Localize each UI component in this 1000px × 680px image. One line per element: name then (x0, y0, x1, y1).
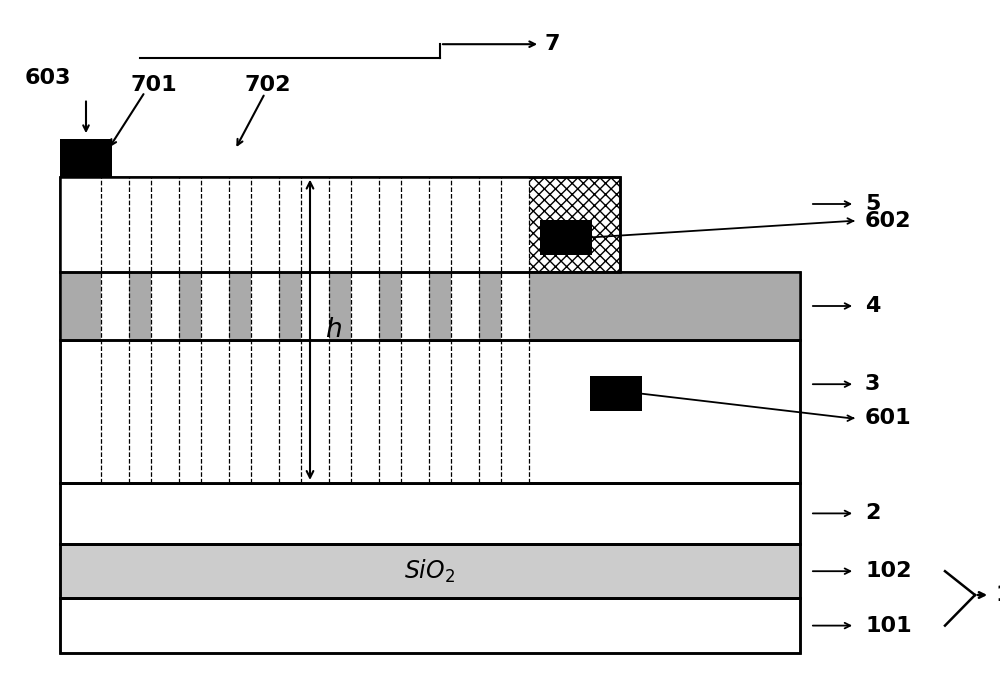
Bar (529, 272, 800, 340)
Bar (501, 177, 529, 483)
Bar (229, 272, 251, 340)
Bar (351, 177, 379, 483)
Bar (60, 340, 800, 483)
Text: 5: 5 (865, 194, 880, 214)
Bar (379, 272, 401, 340)
Text: $h$: $h$ (325, 317, 342, 343)
Bar (60, 272, 101, 340)
Bar (201, 177, 229, 483)
Bar (60, 340, 800, 483)
Bar (251, 177, 279, 483)
Bar (101, 177, 129, 483)
Bar (479, 272, 501, 340)
Text: 602: 602 (865, 211, 912, 231)
Bar (429, 272, 451, 340)
Text: 7: 7 (545, 34, 560, 54)
Bar (60, 272, 800, 340)
Bar (540, 220, 592, 255)
Bar (590, 376, 642, 411)
Bar (60, 177, 620, 272)
Bar (329, 272, 351, 340)
Bar (379, 177, 401, 272)
Text: 601: 601 (865, 408, 912, 428)
Bar (129, 272, 151, 340)
Bar (401, 177, 429, 483)
Text: 3: 3 (865, 374, 880, 394)
Bar (279, 177, 301, 272)
Text: 102: 102 (865, 561, 912, 581)
Bar (151, 177, 179, 483)
Text: 701: 701 (130, 75, 177, 95)
Bar (60, 598, 800, 653)
Text: 603: 603 (25, 69, 72, 88)
Bar (60, 544, 800, 598)
Bar (279, 272, 301, 340)
Bar (60, 177, 620, 272)
Bar (60, 272, 800, 340)
Bar (329, 177, 351, 272)
Bar (429, 177, 451, 272)
Bar (179, 177, 201, 272)
Bar (60, 139, 112, 177)
Bar (179, 272, 201, 340)
Bar (60, 483, 800, 544)
Bar (129, 177, 151, 272)
Bar (301, 177, 329, 483)
Bar (60, 544, 800, 598)
Text: 101: 101 (865, 615, 912, 636)
Text: 702: 702 (245, 75, 292, 95)
Text: 2: 2 (865, 503, 880, 524)
Bar (60, 598, 800, 653)
Bar (229, 177, 251, 272)
Bar (60, 483, 800, 544)
Bar (60, 177, 101, 272)
Text: $SiO_2$: $SiO_2$ (404, 558, 456, 585)
Bar (451, 177, 479, 483)
Text: 4: 4 (865, 296, 880, 316)
Bar (479, 177, 501, 272)
Text: 1: 1 (995, 585, 1000, 605)
